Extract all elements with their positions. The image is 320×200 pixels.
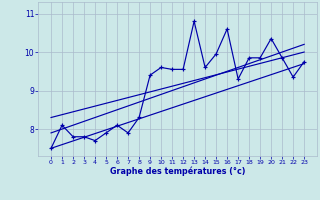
X-axis label: Graphe des températures (°c): Graphe des températures (°c) [110,167,245,176]
